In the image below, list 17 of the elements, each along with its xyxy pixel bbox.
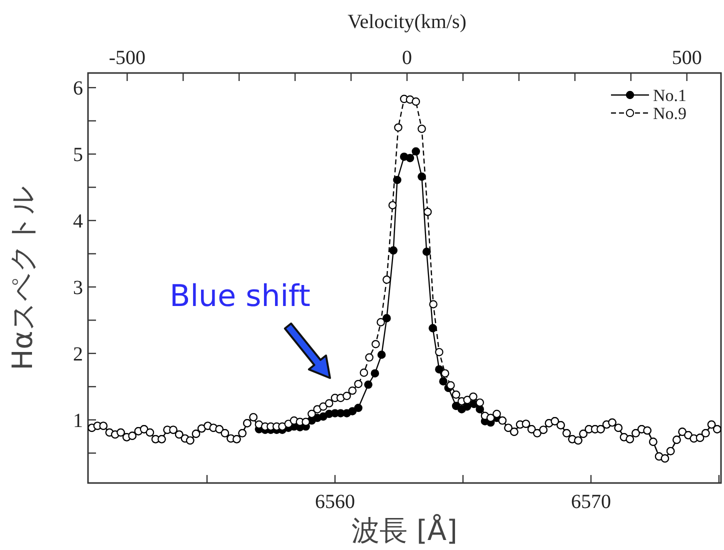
y-tick-label: 4: [73, 210, 83, 233]
legend-label: No.9: [653, 104, 687, 123]
x-tick-label: 6570: [570, 491, 611, 513]
y-axis-title: Hαスペクトル: [6, 186, 39, 370]
x2-tick-label: -500: [108, 47, 146, 69]
x2-axis-title: Velocity(km/s): [348, 11, 466, 33]
y-tick-label: 6: [73, 78, 83, 100]
annotation: Blue shift: [170, 279, 311, 314]
y-tick-label: 3: [73, 276, 83, 299]
x-axis-title: 波長 [Å]: [352, 514, 458, 547]
y-tick-label: 2: [73, 343, 83, 366]
legend-label: No.1: [653, 86, 687, 105]
y-tick-label: 5: [73, 144, 83, 166]
y-tick-label: 1: [73, 410, 83, 432]
x2-tick-label: 500: [672, 47, 702, 69]
x-tick-label: 6560: [315, 491, 356, 513]
x2-tick-label: 0: [402, 47, 412, 69]
